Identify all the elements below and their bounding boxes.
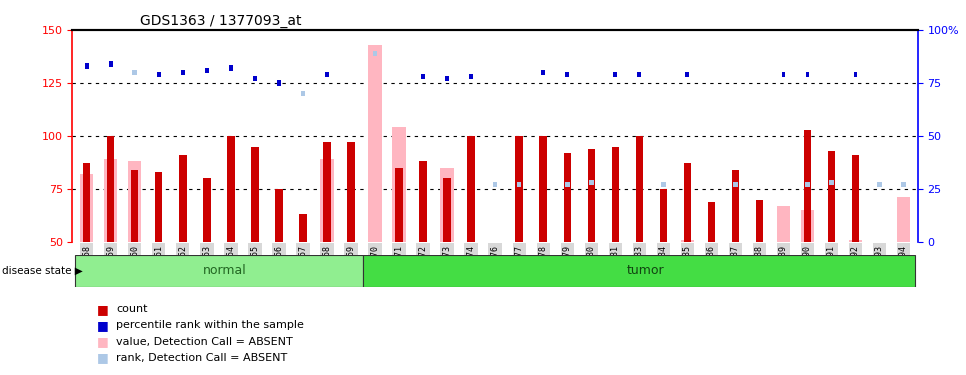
Bar xyxy=(205,68,209,73)
Bar xyxy=(731,170,739,242)
Bar xyxy=(128,161,141,242)
Bar xyxy=(107,136,115,242)
Text: tumor: tumor xyxy=(626,264,664,278)
Bar xyxy=(492,242,498,291)
Bar xyxy=(849,240,862,242)
Bar xyxy=(468,136,474,242)
Bar xyxy=(611,147,619,242)
Bar xyxy=(536,242,550,244)
Bar xyxy=(516,136,523,242)
Text: ■: ■ xyxy=(97,335,108,348)
Bar xyxy=(373,51,378,56)
Bar xyxy=(901,182,906,188)
Bar xyxy=(517,182,522,188)
Bar xyxy=(852,155,859,242)
Bar xyxy=(419,161,427,242)
Bar xyxy=(541,70,545,75)
Bar xyxy=(805,182,810,188)
Bar xyxy=(299,214,306,242)
Bar xyxy=(368,45,382,242)
Bar xyxy=(348,142,355,242)
Bar xyxy=(896,197,910,242)
Bar xyxy=(877,182,882,188)
Bar xyxy=(275,189,283,242)
Bar xyxy=(681,240,694,242)
Bar xyxy=(83,164,91,242)
Bar xyxy=(203,178,211,242)
Bar xyxy=(493,182,497,188)
Bar xyxy=(469,74,472,79)
Bar xyxy=(801,210,813,242)
Bar xyxy=(445,76,449,81)
Text: ■: ■ xyxy=(97,319,108,332)
Text: value, Detection Call = ABSENT: value, Detection Call = ABSENT xyxy=(116,337,293,346)
Bar xyxy=(565,72,569,77)
Bar xyxy=(85,63,89,69)
Text: count: count xyxy=(116,304,148,314)
Bar xyxy=(104,159,118,242)
Bar xyxy=(131,170,138,242)
Bar xyxy=(777,206,790,242)
Bar xyxy=(875,242,883,248)
Bar xyxy=(300,91,305,96)
Bar xyxy=(421,74,425,79)
Text: ■: ■ xyxy=(97,303,108,316)
Bar xyxy=(440,168,454,242)
Bar xyxy=(157,72,160,77)
Bar xyxy=(326,72,328,77)
Bar xyxy=(661,182,666,188)
Bar xyxy=(733,182,738,188)
Bar xyxy=(684,164,691,242)
Bar xyxy=(587,148,595,242)
Bar xyxy=(395,168,403,242)
Bar xyxy=(781,72,785,77)
Bar xyxy=(707,202,715,242)
Bar xyxy=(180,155,186,242)
Bar xyxy=(182,70,185,75)
Bar xyxy=(638,72,640,77)
Bar xyxy=(277,80,281,86)
Bar xyxy=(443,178,451,242)
Bar xyxy=(363,255,916,287)
Bar xyxy=(80,174,94,242)
Bar xyxy=(660,189,667,242)
Bar xyxy=(828,151,835,242)
Bar xyxy=(829,180,834,185)
Bar xyxy=(109,61,113,66)
Bar xyxy=(132,70,137,75)
Bar xyxy=(539,136,547,242)
Text: percentile rank within the sample: percentile rank within the sample xyxy=(116,321,303,330)
Bar xyxy=(156,172,162,242)
Bar xyxy=(324,142,330,242)
Bar xyxy=(686,72,689,77)
Text: GDS1363 / 1377093_at: GDS1363 / 1377093_at xyxy=(140,13,301,28)
Bar xyxy=(806,72,809,77)
Bar xyxy=(229,66,233,71)
Text: ■: ■ xyxy=(97,351,108,364)
Bar xyxy=(755,200,763,242)
Bar xyxy=(780,242,787,246)
Bar xyxy=(854,72,857,77)
Bar xyxy=(804,130,810,242)
Text: disease state ▶: disease state ▶ xyxy=(2,266,83,276)
Bar xyxy=(251,147,259,242)
Bar xyxy=(253,76,257,81)
Text: rank, Detection Call = ABSENT: rank, Detection Call = ABSENT xyxy=(116,353,287,363)
Bar xyxy=(321,159,333,242)
Bar xyxy=(588,180,593,185)
Bar xyxy=(227,136,235,242)
Text: normal: normal xyxy=(203,264,246,278)
Bar xyxy=(584,242,598,244)
Bar xyxy=(74,255,363,287)
Bar xyxy=(636,136,642,242)
Bar xyxy=(613,72,617,77)
Bar xyxy=(563,153,571,242)
Bar xyxy=(392,128,406,242)
Bar xyxy=(565,182,570,188)
